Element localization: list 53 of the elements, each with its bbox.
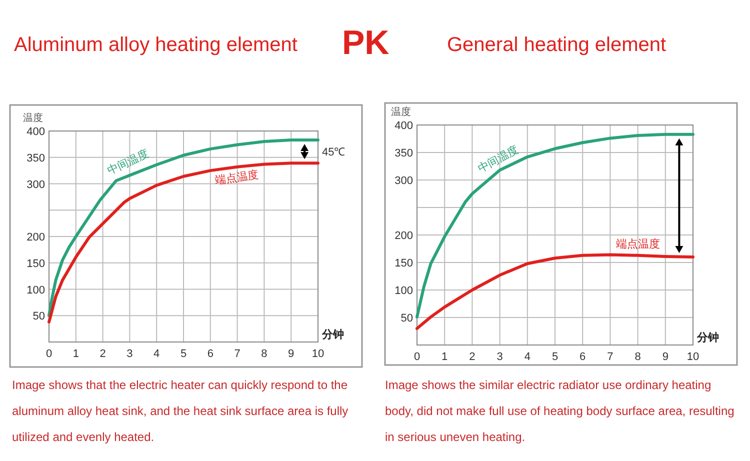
y-tick-label: 400 — [394, 120, 413, 132]
y-tick-label: 300 — [26, 178, 45, 191]
text: Image shows the similar electric radiator use ordinary heating body, did not make full use of heating body surface area, resulting in serious uneven heating. — [385, 377, 735, 446]
y-tick-label: 400 — [26, 126, 45, 138]
y-tick-label: 150 — [26, 258, 45, 270]
y-tick-label: 150 — [394, 258, 413, 270]
x-tick-label: 7 — [607, 351, 614, 363]
series-label: 端点温度 — [616, 237, 660, 250]
text: PK — [342, 24, 390, 63]
text: 45℃ — [322, 146, 346, 159]
x-tick-label: 6 — [207, 348, 214, 360]
x-tick-label: 2 — [100, 348, 106, 360]
line-series — [416, 132, 694, 318]
x-tick-label: 9 — [662, 351, 668, 363]
y-tick-label: 350 — [26, 152, 45, 164]
x-tick-label: 1 — [72, 348, 79, 360]
x-tick-label: 4 — [154, 348, 160, 360]
x-tick-label: 4 — [524, 351, 530, 363]
x-tick-label: 3 — [496, 351, 503, 363]
x-tick-label: 9 — [288, 348, 294, 360]
line-series — [416, 253, 694, 330]
y-tick-label: 300 — [394, 175, 413, 187]
text: 中间温度 — [476, 142, 521, 176]
y-tick-label: 50 — [400, 312, 413, 324]
y-axis-title: 温度 — [23, 112, 43, 124]
x-tick-label: 8 — [261, 348, 268, 360]
line-series — [48, 138, 320, 318]
y-tick-label: 100 — [394, 285, 413, 297]
y-tick-label: 350 — [394, 148, 413, 160]
text: 中间温度 — [106, 146, 151, 178]
x-tick-label: 6 — [580, 351, 586, 363]
x-tick-label: 1 — [442, 351, 448, 363]
x-axis-title: 分钟 — [321, 328, 344, 341]
x-tick-label: 2 — [469, 351, 476, 363]
x-tick-label: 10 — [312, 348, 324, 360]
y-tick-label: 200 — [394, 230, 413, 242]
x-axis-title: 分钟 — [696, 331, 719, 344]
chart-title: General heating element — [447, 34, 666, 57]
chart-title: Aluminum alloy heating element — [14, 34, 298, 57]
x-tick-label: 8 — [634, 351, 641, 363]
y-tick-label: 200 — [26, 232, 45, 244]
y-axis-title: 温度 — [391, 106, 411, 118]
x-tick-label: 3 — [126, 348, 133, 360]
text: Image shows that the electric heater can quickly respond to the aluminum alloy heat sink, and the heat sink surface area is fully utilized and evenly heated. — [12, 377, 350, 446]
y-tick-label: 100 — [26, 284, 45, 296]
x-tick-label: 5 — [180, 348, 187, 360]
x-tick-label: 10 — [686, 351, 700, 363]
x-tick-label: 0 — [414, 351, 420, 363]
x-tick-label: 5 — [552, 351, 558, 363]
y-tick-label: 50 — [32, 310, 45, 323]
x-tick-label: 7 — [234, 348, 240, 360]
text: 端点温度 — [214, 168, 260, 187]
x-tick-label: 0 — [46, 348, 52, 360]
